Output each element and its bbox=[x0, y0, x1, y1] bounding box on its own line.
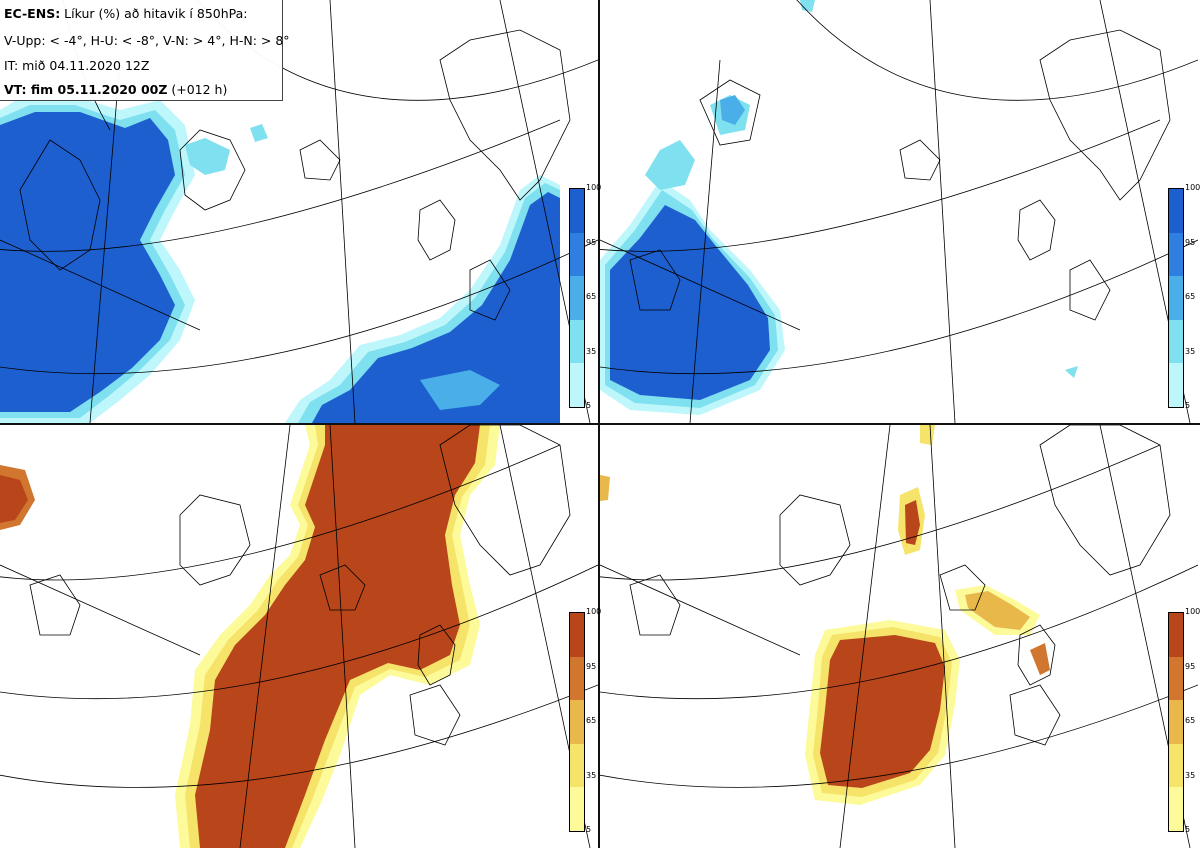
colorbar-segment bbox=[570, 189, 584, 233]
colorbar-segment bbox=[1169, 232, 1183, 277]
coastlines bbox=[629, 29, 1171, 321]
header-product: EC-ENS: bbox=[4, 6, 61, 21]
colorbar-segment bbox=[1169, 363, 1183, 407]
map-panel-warm-4 bbox=[0, 425, 598, 848]
colorbar-segment bbox=[570, 276, 584, 320]
map-panel-cold-8 bbox=[600, 0, 1198, 423]
header-valid-time: VT: fim 05.11.2020 00Z bbox=[4, 82, 168, 97]
header-info: EC-ENS: Líkur (%) að hitavik í 850hPa: V… bbox=[0, 0, 290, 101]
map-cold-4 bbox=[0, 0, 598, 423]
colorbar-segment bbox=[1169, 319, 1183, 364]
colorbar-segment bbox=[570, 656, 584, 701]
colorbar-segment bbox=[570, 319, 584, 364]
colorbar-tick-label: 35 bbox=[1185, 770, 1196, 780]
coastlines bbox=[629, 425, 1171, 746]
colorbar-segment bbox=[570, 613, 584, 657]
colorbar-segment bbox=[570, 232, 584, 277]
colorbar-segment bbox=[1169, 276, 1183, 320]
colorbar-tick-label: 5 bbox=[1185, 825, 1191, 834]
probability-field bbox=[600, 0, 1078, 415]
header-thresholds: V-Upp: < -4°, H-U: < -8°, V-N: > 4°, H-N… bbox=[4, 33, 290, 48]
colorbar-tick-label: 35 bbox=[586, 346, 597, 356]
map-panel-warm-8 bbox=[600, 425, 1198, 848]
colorbar-segment bbox=[570, 743, 584, 788]
colorbar-tick-label: 100 bbox=[1185, 607, 1200, 616]
colorbar-segment bbox=[1169, 700, 1183, 744]
map-cold-8 bbox=[600, 0, 1198, 423]
colorbar-tick-label: 100 bbox=[586, 183, 602, 192]
colorbar-tick-label: 65 bbox=[1185, 292, 1196, 301]
probability-field bbox=[600, 425, 1050, 805]
colorbar-tick-label: 95 bbox=[1185, 661, 1196, 671]
colorbar-segment bbox=[1169, 743, 1183, 788]
colorbar-cold-left bbox=[569, 188, 585, 408]
colorbar-tick-label: 65 bbox=[586, 292, 597, 301]
colorbar-segment bbox=[1169, 656, 1183, 701]
colorbar-tick-label: 100 bbox=[1185, 183, 1200, 192]
colorbar-tick-label: 95 bbox=[1185, 237, 1196, 247]
colorbar-tick-label: 35 bbox=[1185, 346, 1196, 356]
colorbar-tick-label: 5 bbox=[586, 401, 592, 410]
colorbar-segment bbox=[1169, 787, 1183, 831]
colorbar-segment bbox=[570, 363, 584, 407]
colorbar-segment bbox=[570, 787, 584, 831]
colorbar-tick-label: 65 bbox=[1185, 716, 1196, 725]
colorbar-cold-right bbox=[1168, 188, 1184, 408]
coastlines bbox=[19, 29, 571, 321]
colorbar-tick-label: 95 bbox=[586, 237, 597, 247]
colorbar-tick-label: 35 bbox=[586, 770, 597, 780]
map-panel-cold-4: EC-ENS: Líkur (%) að hitavik í 850hPa: V… bbox=[0, 0, 598, 423]
graticule bbox=[0, 0, 598, 423]
header-description: Líkur (%) að hitavik í 850hPa: bbox=[60, 6, 248, 21]
graticule bbox=[0, 425, 598, 848]
coastlines bbox=[29, 425, 571, 746]
colorbar-tick-label: 95 bbox=[586, 661, 597, 671]
colorbar-segment bbox=[1169, 189, 1183, 233]
colorbar-warm-right bbox=[1168, 612, 1184, 832]
colorbar-tick-label: 5 bbox=[586, 825, 592, 834]
header-lead-time: (+012 h) bbox=[167, 82, 228, 97]
colorbar-tick-label: 5 bbox=[1185, 401, 1191, 410]
probability-field bbox=[0, 95, 560, 423]
colorbar-tick-label: 100 bbox=[586, 607, 602, 616]
panel-divider-horizontal bbox=[0, 423, 1200, 425]
probability-field bbox=[0, 425, 500, 848]
colorbar-segment bbox=[1169, 613, 1183, 657]
map-warm-4 bbox=[0, 425, 598, 848]
colorbar-tick-label: 65 bbox=[586, 716, 597, 725]
colorbar-segment bbox=[570, 700, 584, 744]
map-warm-8 bbox=[600, 425, 1198, 848]
header-initial-time: IT: mið 04.11.2020 12Z bbox=[4, 58, 150, 73]
colorbar-warm-left bbox=[569, 612, 585, 832]
